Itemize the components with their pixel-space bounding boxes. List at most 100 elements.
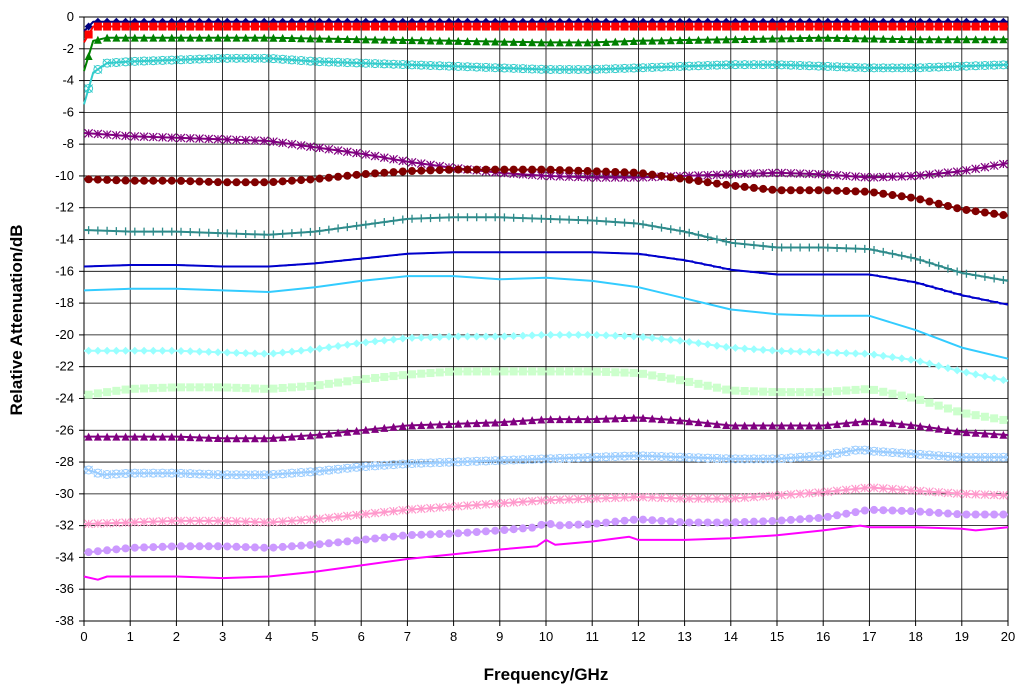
data-point bbox=[805, 347, 814, 356]
data-point bbox=[398, 35, 407, 44]
data-point bbox=[389, 532, 398, 541]
data-point bbox=[740, 517, 749, 526]
data-point bbox=[361, 150, 371, 159]
data-point bbox=[398, 505, 408, 515]
x-tick-label: 6 bbox=[358, 629, 365, 644]
data-point bbox=[527, 454, 537, 464]
marker-part bbox=[278, 54, 288, 64]
data-point bbox=[722, 237, 731, 246]
marker-part bbox=[546, 65, 555, 74]
data-point bbox=[611, 414, 620, 423]
marker-part bbox=[342, 58, 352, 67]
data-point bbox=[84, 519, 94, 529]
data-point bbox=[962, 22, 971, 31]
data-point bbox=[934, 199, 943, 208]
y-tick-label: -30 bbox=[55, 486, 74, 501]
data-point bbox=[112, 227, 121, 236]
marker-part bbox=[657, 452, 666, 461]
marker-part bbox=[435, 61, 445, 71]
data-point bbox=[638, 451, 648, 461]
data-point bbox=[204, 347, 213, 356]
data-point bbox=[204, 516, 214, 526]
data-point bbox=[213, 178, 222, 187]
data-point bbox=[444, 367, 453, 376]
data-point bbox=[389, 22, 398, 31]
data-point bbox=[204, 177, 213, 186]
data-point bbox=[463, 367, 472, 376]
data-point bbox=[999, 415, 1008, 424]
data-point bbox=[768, 517, 777, 526]
data-point bbox=[84, 432, 93, 441]
data-point bbox=[462, 62, 472, 72]
marker-part bbox=[573, 64, 583, 74]
data-point bbox=[361, 425, 370, 434]
marker-part bbox=[823, 62, 833, 71]
marker-part bbox=[767, 60, 777, 70]
data-point bbox=[796, 34, 805, 43]
data-point bbox=[213, 53, 223, 63]
data-point bbox=[333, 57, 343, 67]
data-point bbox=[407, 157, 417, 167]
data-point bbox=[158, 33, 167, 42]
marker-part bbox=[176, 55, 186, 65]
marker-part bbox=[841, 447, 851, 457]
data-point bbox=[195, 177, 204, 186]
marker-part bbox=[629, 63, 639, 73]
marker-part bbox=[989, 60, 999, 70]
data-point bbox=[417, 36, 426, 45]
marker-part bbox=[398, 60, 408, 70]
data-point bbox=[583, 64, 593, 74]
data-point bbox=[112, 346, 121, 355]
data-point bbox=[694, 22, 703, 31]
data-point bbox=[454, 332, 463, 341]
marker-part bbox=[121, 469, 130, 478]
marker-part bbox=[897, 63, 907, 73]
data-point bbox=[389, 372, 398, 381]
axes bbox=[79, 16, 1009, 626]
data-point bbox=[740, 35, 749, 44]
data-point bbox=[158, 542, 167, 551]
data-point bbox=[509, 525, 518, 534]
data-point bbox=[546, 215, 555, 224]
marker-part bbox=[786, 60, 796, 70]
marker-part bbox=[749, 60, 759, 70]
data-point bbox=[962, 409, 971, 418]
marker-part bbox=[786, 453, 796, 463]
data-point bbox=[213, 134, 223, 144]
data-point bbox=[130, 346, 139, 355]
data-point bbox=[564, 64, 574, 74]
y-tick-label: -18 bbox=[55, 295, 74, 310]
data-point bbox=[870, 34, 879, 43]
data-point bbox=[823, 348, 832, 357]
marker-part bbox=[888, 63, 897, 73]
plot-border bbox=[83, 16, 1009, 622]
marker-part bbox=[721, 454, 731, 464]
data-point bbox=[167, 432, 176, 441]
data-point bbox=[537, 165, 546, 174]
data-point bbox=[842, 509, 851, 518]
data-point bbox=[999, 35, 1008, 44]
data-point bbox=[888, 172, 897, 182]
data-point bbox=[851, 62, 861, 72]
data-point bbox=[158, 432, 167, 441]
data-point bbox=[841, 62, 851, 72]
data-point bbox=[999, 22, 1008, 31]
marker-part bbox=[703, 60, 713, 70]
data-point bbox=[555, 64, 565, 74]
series-layer bbox=[83, 17, 1009, 581]
data-point bbox=[675, 494, 685, 503]
data-point bbox=[232, 348, 241, 357]
marker-part bbox=[453, 62, 463, 71]
marker-part bbox=[814, 61, 823, 71]
data-point bbox=[112, 432, 121, 441]
marker-part bbox=[684, 452, 694, 462]
data-point bbox=[767, 491, 777, 501]
data-point bbox=[990, 510, 999, 519]
data-point bbox=[611, 517, 620, 526]
data-point bbox=[371, 219, 380, 228]
marker-part bbox=[768, 454, 777, 464]
marker-part bbox=[601, 452, 611, 462]
marker-part bbox=[601, 64, 611, 74]
data-point bbox=[897, 63, 907, 73]
